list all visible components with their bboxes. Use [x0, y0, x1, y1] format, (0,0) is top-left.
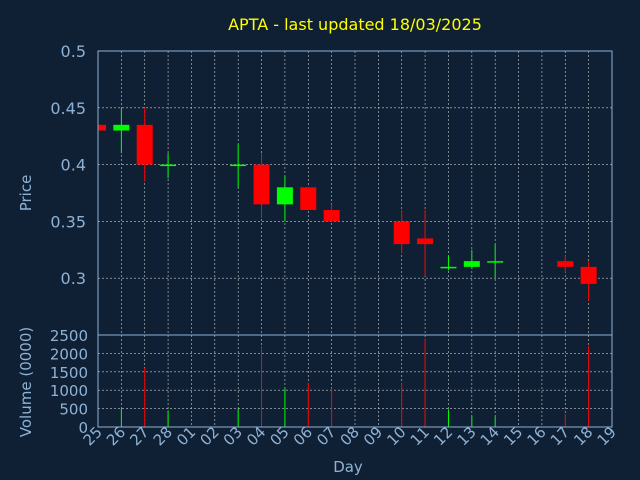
candle-body: [393, 221, 410, 245]
candle-body: [323, 210, 340, 222]
candle-body: [276, 187, 293, 205]
candle-body: [98, 124, 106, 131]
candle-body: [136, 124, 153, 165]
volume-panel-frame: [97, 334, 613, 428]
candle-body: [230, 164, 247, 167]
candle-body: [487, 261, 504, 263]
candle-body: [300, 187, 317, 211]
candle-body: [463, 261, 480, 267]
candle-body: [580, 266, 597, 284]
price-tick-label: 0.3: [61, 269, 86, 288]
price-tick-label: 0.4: [61, 156, 86, 175]
candle-body: [253, 164, 270, 205]
candle-body: [417, 238, 434, 245]
candle-body: [557, 261, 574, 267]
price-tick-label: 0.35: [50, 212, 86, 231]
candle-body: [113, 124, 130, 131]
volume-tick-label: 500: [59, 401, 88, 419]
x-axis-label: Day: [333, 458, 363, 476]
candle-body: [160, 164, 177, 167]
volume-tick-label: 1500: [50, 364, 88, 382]
volume-tick-label: 0: [78, 419, 88, 437]
volume-tick-label: 2500: [50, 327, 88, 345]
candle-body: [440, 266, 457, 269]
volume-tick-label: 1000: [50, 382, 88, 400]
chart-title: APTA - last updated 18/03/2025: [228, 15, 482, 34]
price-tick-label: 0.5: [61, 42, 86, 61]
volume-axis-label: Volume (0000): [17, 327, 35, 437]
price-tick-label: 0.45: [50, 99, 86, 118]
price-panel: 0.5 0.45 0.4 0.35 0.3 Price: [17, 42, 613, 336]
price-axis-label: Price: [17, 175, 35, 212]
volume-tick-label: 2000: [50, 345, 88, 363]
